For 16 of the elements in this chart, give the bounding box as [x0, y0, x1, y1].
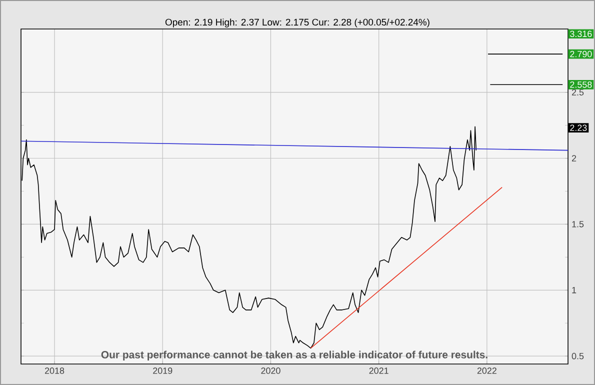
y-tick-label: 1.5: [572, 221, 584, 228]
x-tick-label: 2020: [261, 368, 280, 374]
text: 2.23: [570, 124, 587, 131]
y-tick-label: 2.5: [572, 89, 584, 96]
chart-subtitle: Open: 2.19 High: 2.37 Low: 2.175 Cur: 2.28 (+00.05/+02.24%): [165, 18, 430, 28]
x-tick-label: 2022: [477, 368, 496, 374]
annotation: Our past performance cannot be taken as a reliable indicator of future results.: [101, 350, 488, 360]
y-tick-label: 2: [572, 155, 576, 162]
data-label: 2.790: [570, 50, 592, 58]
y-tick-label: 1: [572, 287, 576, 294]
text: 3.316: [570, 30, 592, 38]
x-tick-label: 2018: [44, 368, 64, 374]
y-tick-label: 0.5: [572, 352, 584, 360]
x-tick-label: 2021: [369, 368, 388, 374]
x-tick-label: 2019: [153, 368, 172, 374]
data-label: 2.558: [570, 81, 592, 88]
